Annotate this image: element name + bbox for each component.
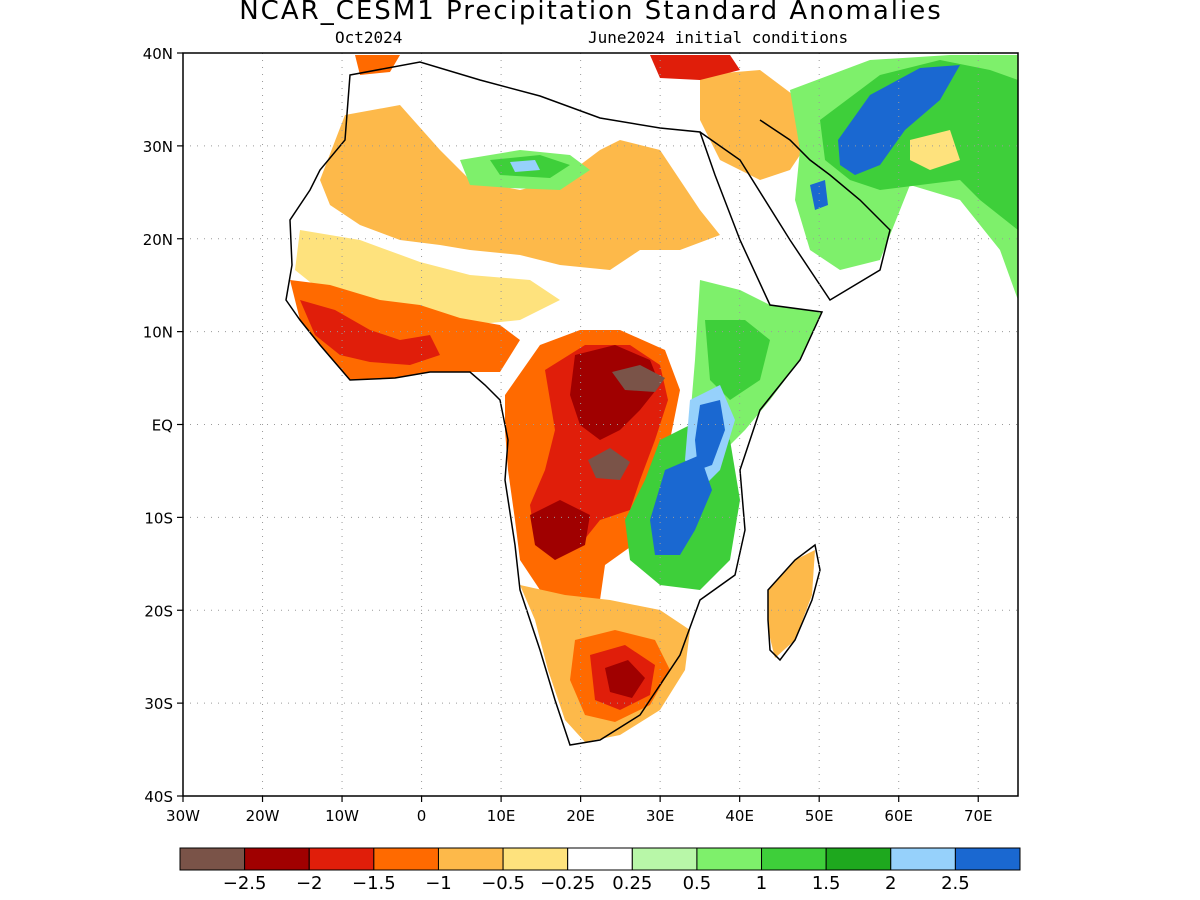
lon-label: 10E — [487, 807, 516, 825]
arabia-coastline — [699, 119, 891, 302]
anomaly-region — [650, 55, 740, 80]
lon-label: 30E — [646, 807, 675, 825]
latitude-axis: 40N 30N 20N 10N EQ 10S 20S 30S 40S — [143, 45, 183, 806]
colorbar-swatch — [437, 847, 504, 871]
colorbar-swatch — [954, 847, 1021, 871]
colorbar-swatch — [631, 847, 698, 871]
colorbar-label: 0.5 — [683, 873, 712, 894]
lat-label: 40N — [143, 45, 173, 63]
lat-label: 20S — [144, 602, 173, 620]
lat-label: 20N — [143, 231, 173, 249]
colorbar-label: 1 — [756, 873, 767, 894]
africa-coastline — [285, 61, 824, 746]
anomaly-region — [838, 65, 960, 175]
colorbar-label: −0.5 — [481, 873, 525, 894]
colorbar-swatch — [567, 847, 633, 871]
madagascar-coastline — [767, 543, 821, 662]
colorbar-swatch — [308, 847, 375, 871]
anomaly-region — [705, 320, 770, 400]
colorbar: −2.5 −2 −1.5 −1 −0.5 −0.25 0.25 0.5 1 1.5 2 2.5 — [179, 847, 1021, 894]
colorbar-swatch — [696, 847, 763, 871]
anomaly-region — [612, 365, 665, 392]
anomaly-region — [588, 448, 630, 480]
colorbar-swatch — [244, 847, 310, 871]
map-title: NCAR_CESM1 Precipitation Standard Anomal… — [239, 0, 943, 26]
colorbar-label: −2 — [296, 873, 323, 894]
colorbar-label: −0.25 — [540, 873, 595, 894]
colorbar-swatch — [761, 847, 827, 871]
anomaly-region — [295, 230, 560, 325]
anomaly-region — [510, 160, 540, 172]
colorbar-label: −1.5 — [352, 873, 396, 894]
colorbar-label: −2.5 — [223, 873, 267, 894]
lon-label: 20E — [566, 807, 595, 825]
lat-label: 30S — [144, 695, 173, 713]
lon-label: 40E — [725, 807, 754, 825]
lat-label: 40S — [144, 788, 173, 806]
anomaly-region — [650, 455, 712, 555]
anomaly-region — [605, 660, 645, 698]
anomaly-region — [700, 70, 810, 180]
colorbar-label: 2 — [885, 873, 896, 894]
lon-label: 20W — [246, 807, 280, 825]
lon-label: 0 — [417, 807, 427, 825]
initial-conditions: June2024 initial conditions — [588, 28, 849, 47]
anomaly-region — [695, 400, 725, 470]
anomaly-region — [355, 55, 400, 75]
anomaly-region — [910, 130, 960, 170]
lat-label: 30N — [143, 138, 173, 156]
lon-label: 50E — [805, 807, 834, 825]
lat-label: EQ — [152, 417, 173, 435]
colorbar-swatch — [502, 847, 569, 871]
map-panel — [183, 53, 1018, 796]
forecast-month: Oct2024 — [335, 28, 403, 47]
lon-label: 10W — [325, 807, 359, 825]
anomaly-region — [530, 500, 590, 560]
colorbar-swatch — [825, 847, 892, 871]
anomaly-region — [810, 180, 828, 210]
longitude-axis: 30W 20W 10W 0 10E 20E 30E 40E 50E 60E 70E — [166, 796, 993, 825]
colorbar-label: 2.5 — [941, 873, 970, 894]
colorbar-label: 1.5 — [812, 873, 841, 894]
colorbar-swatch — [179, 847, 246, 871]
colorbar-label: −1 — [425, 873, 452, 894]
anomaly-region — [320, 105, 720, 270]
anomaly-region — [300, 300, 440, 365]
colorbar-swatch — [890, 847, 956, 871]
lon-label: 30W — [166, 807, 200, 825]
colorbar-label: 0.25 — [612, 873, 652, 894]
lat-label: 10N — [143, 324, 173, 342]
colorbar-swatch — [373, 847, 439, 871]
lon-label: 60E — [884, 807, 913, 825]
graticule — [183, 53, 1018, 796]
lon-label: 70E — [964, 807, 993, 825]
lat-label: 10S — [144, 509, 173, 527]
